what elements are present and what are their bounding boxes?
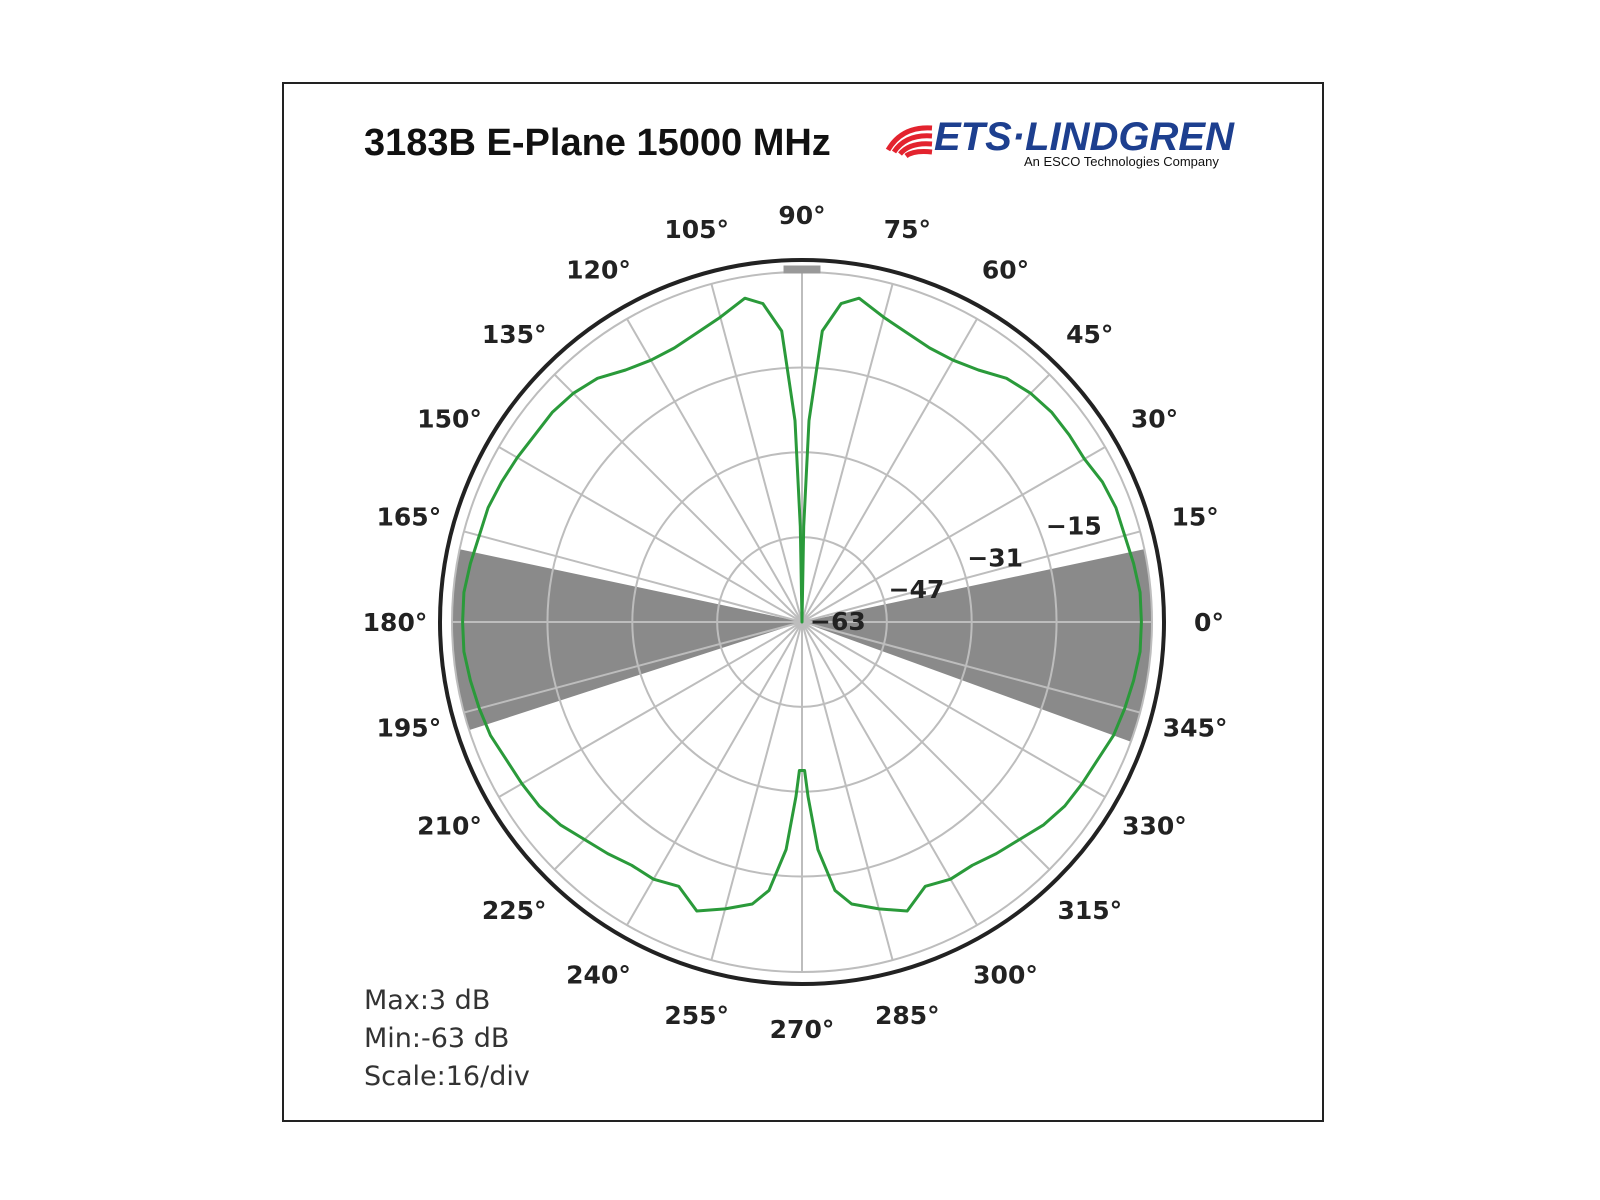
grid-spoke-19 <box>801 621 894 961</box>
angle-label-345: 345° <box>1163 713 1228 742</box>
logo-graphic: ETS·LINDGREN <box>885 115 1235 159</box>
shaded-sector-1 <box>452 549 802 731</box>
angle-label-315: 315° <box>1057 896 1122 925</box>
grid-spoke-21 <box>801 621 1051 871</box>
radial-label-1: −47 <box>889 575 945 604</box>
chart-title: 3183B E-Plane 15000 MHz <box>364 122 831 164</box>
stats-box: Max:3 dB Min:-63 dB Scale:16/div <box>364 982 530 1096</box>
grid-spoke-9 <box>553 373 803 623</box>
angle-label-240: 240° <box>566 960 631 989</box>
logo-stripes-icon <box>885 125 933 159</box>
angle-label-105: 105° <box>664 215 729 244</box>
angle-label-255: 255° <box>664 1001 729 1030</box>
outer-ring <box>438 258 1166 986</box>
angle-label-0: 0° <box>1194 608 1224 637</box>
grid-spoke-3 <box>801 373 1051 623</box>
pattern-series-line <box>461 296 1143 913</box>
chart-frame: 3183B E-Plane 15000 MHz ETS·LINDGREN An … <box>282 82 1324 1122</box>
radial-label-2: −31 <box>967 543 1023 572</box>
stat-min: Min:-63 dB <box>364 1023 510 1054</box>
angle-label-165: 165° <box>377 503 442 532</box>
grid-spoke-1 <box>801 530 1141 623</box>
angle-label-75: 75° <box>884 215 931 244</box>
angle-label-195: 195° <box>377 713 442 742</box>
angle-label-150: 150° <box>417 405 482 434</box>
polar-plot: 0° 15° 30° 45° 60° 75° 90° 105° 120° 135° 150° 165°… <box>363 201 1228 1044</box>
radial-labels: −63 −47 −31 −15 <box>810 512 1102 636</box>
angle-label-60: 60° <box>982 256 1029 285</box>
logo-brand-text: ETS·LINDGREN <box>934 115 1235 159</box>
grid-spoke-11 <box>463 530 803 623</box>
grid-spoke-20 <box>801 621 978 926</box>
stat-scale: Scale:16/div <box>364 1061 530 1092</box>
angle-label-90: 90° <box>778 201 825 230</box>
angle-label-15: 15° <box>1171 503 1218 532</box>
angle-label-300: 300° <box>973 960 1038 989</box>
grid-spoke-10 <box>498 446 803 623</box>
angle-label-285: 285° <box>875 1001 940 1030</box>
grid-spoke-7 <box>710 283 803 623</box>
radial-label-0: −63 <box>810 607 866 636</box>
grid-spoke-4 <box>801 318 978 623</box>
stat-max: Max:3 dB <box>364 985 491 1016</box>
angle-label-180: 180° <box>363 608 428 637</box>
angle-label-135: 135° <box>482 320 547 349</box>
angle-labels: 0° 15° 30° 45° 60° 75° 90° 105° 120° 135° 150° 165°… <box>363 201 1228 1044</box>
angle-label-210: 210° <box>417 812 482 841</box>
angle-label-120: 120° <box>566 256 631 285</box>
angle-label-30: 30° <box>1131 405 1178 434</box>
grid-spoke-22 <box>801 621 1106 798</box>
shaded-sector-0 <box>802 549 1152 742</box>
angle-label-330: 330° <box>1122 812 1187 841</box>
radial-label-3: −15 <box>1046 512 1102 541</box>
grid-spoke-17 <box>710 621 803 961</box>
angle-label-225: 225° <box>482 896 547 925</box>
grid-spoke-5 <box>801 283 894 623</box>
grid-spoke-16 <box>626 621 803 926</box>
ets-lindgren-logo: ETS·LINDGREN An ESCO Technologies Compan… <box>884 114 1244 174</box>
grid-spoke-13 <box>463 621 803 714</box>
grid-spoke-15 <box>553 621 803 871</box>
grid-spoke-14 <box>498 621 803 798</box>
grid-spoke-2 <box>801 446 1106 623</box>
grid-spoke-8 <box>626 318 803 623</box>
logo-tagline: An ESCO Technologies Company <box>1024 154 1219 169</box>
angle-label-270: 270° <box>770 1015 835 1044</box>
outer-ring-circle <box>438 258 1166 986</box>
polar-grid <box>451 265 1153 973</box>
pattern-trace <box>461 296 1143 913</box>
shaded-sectors <box>452 549 1152 742</box>
grid-spoke-23 <box>801 621 1141 714</box>
angle-label-45: 45° <box>1066 320 1113 349</box>
